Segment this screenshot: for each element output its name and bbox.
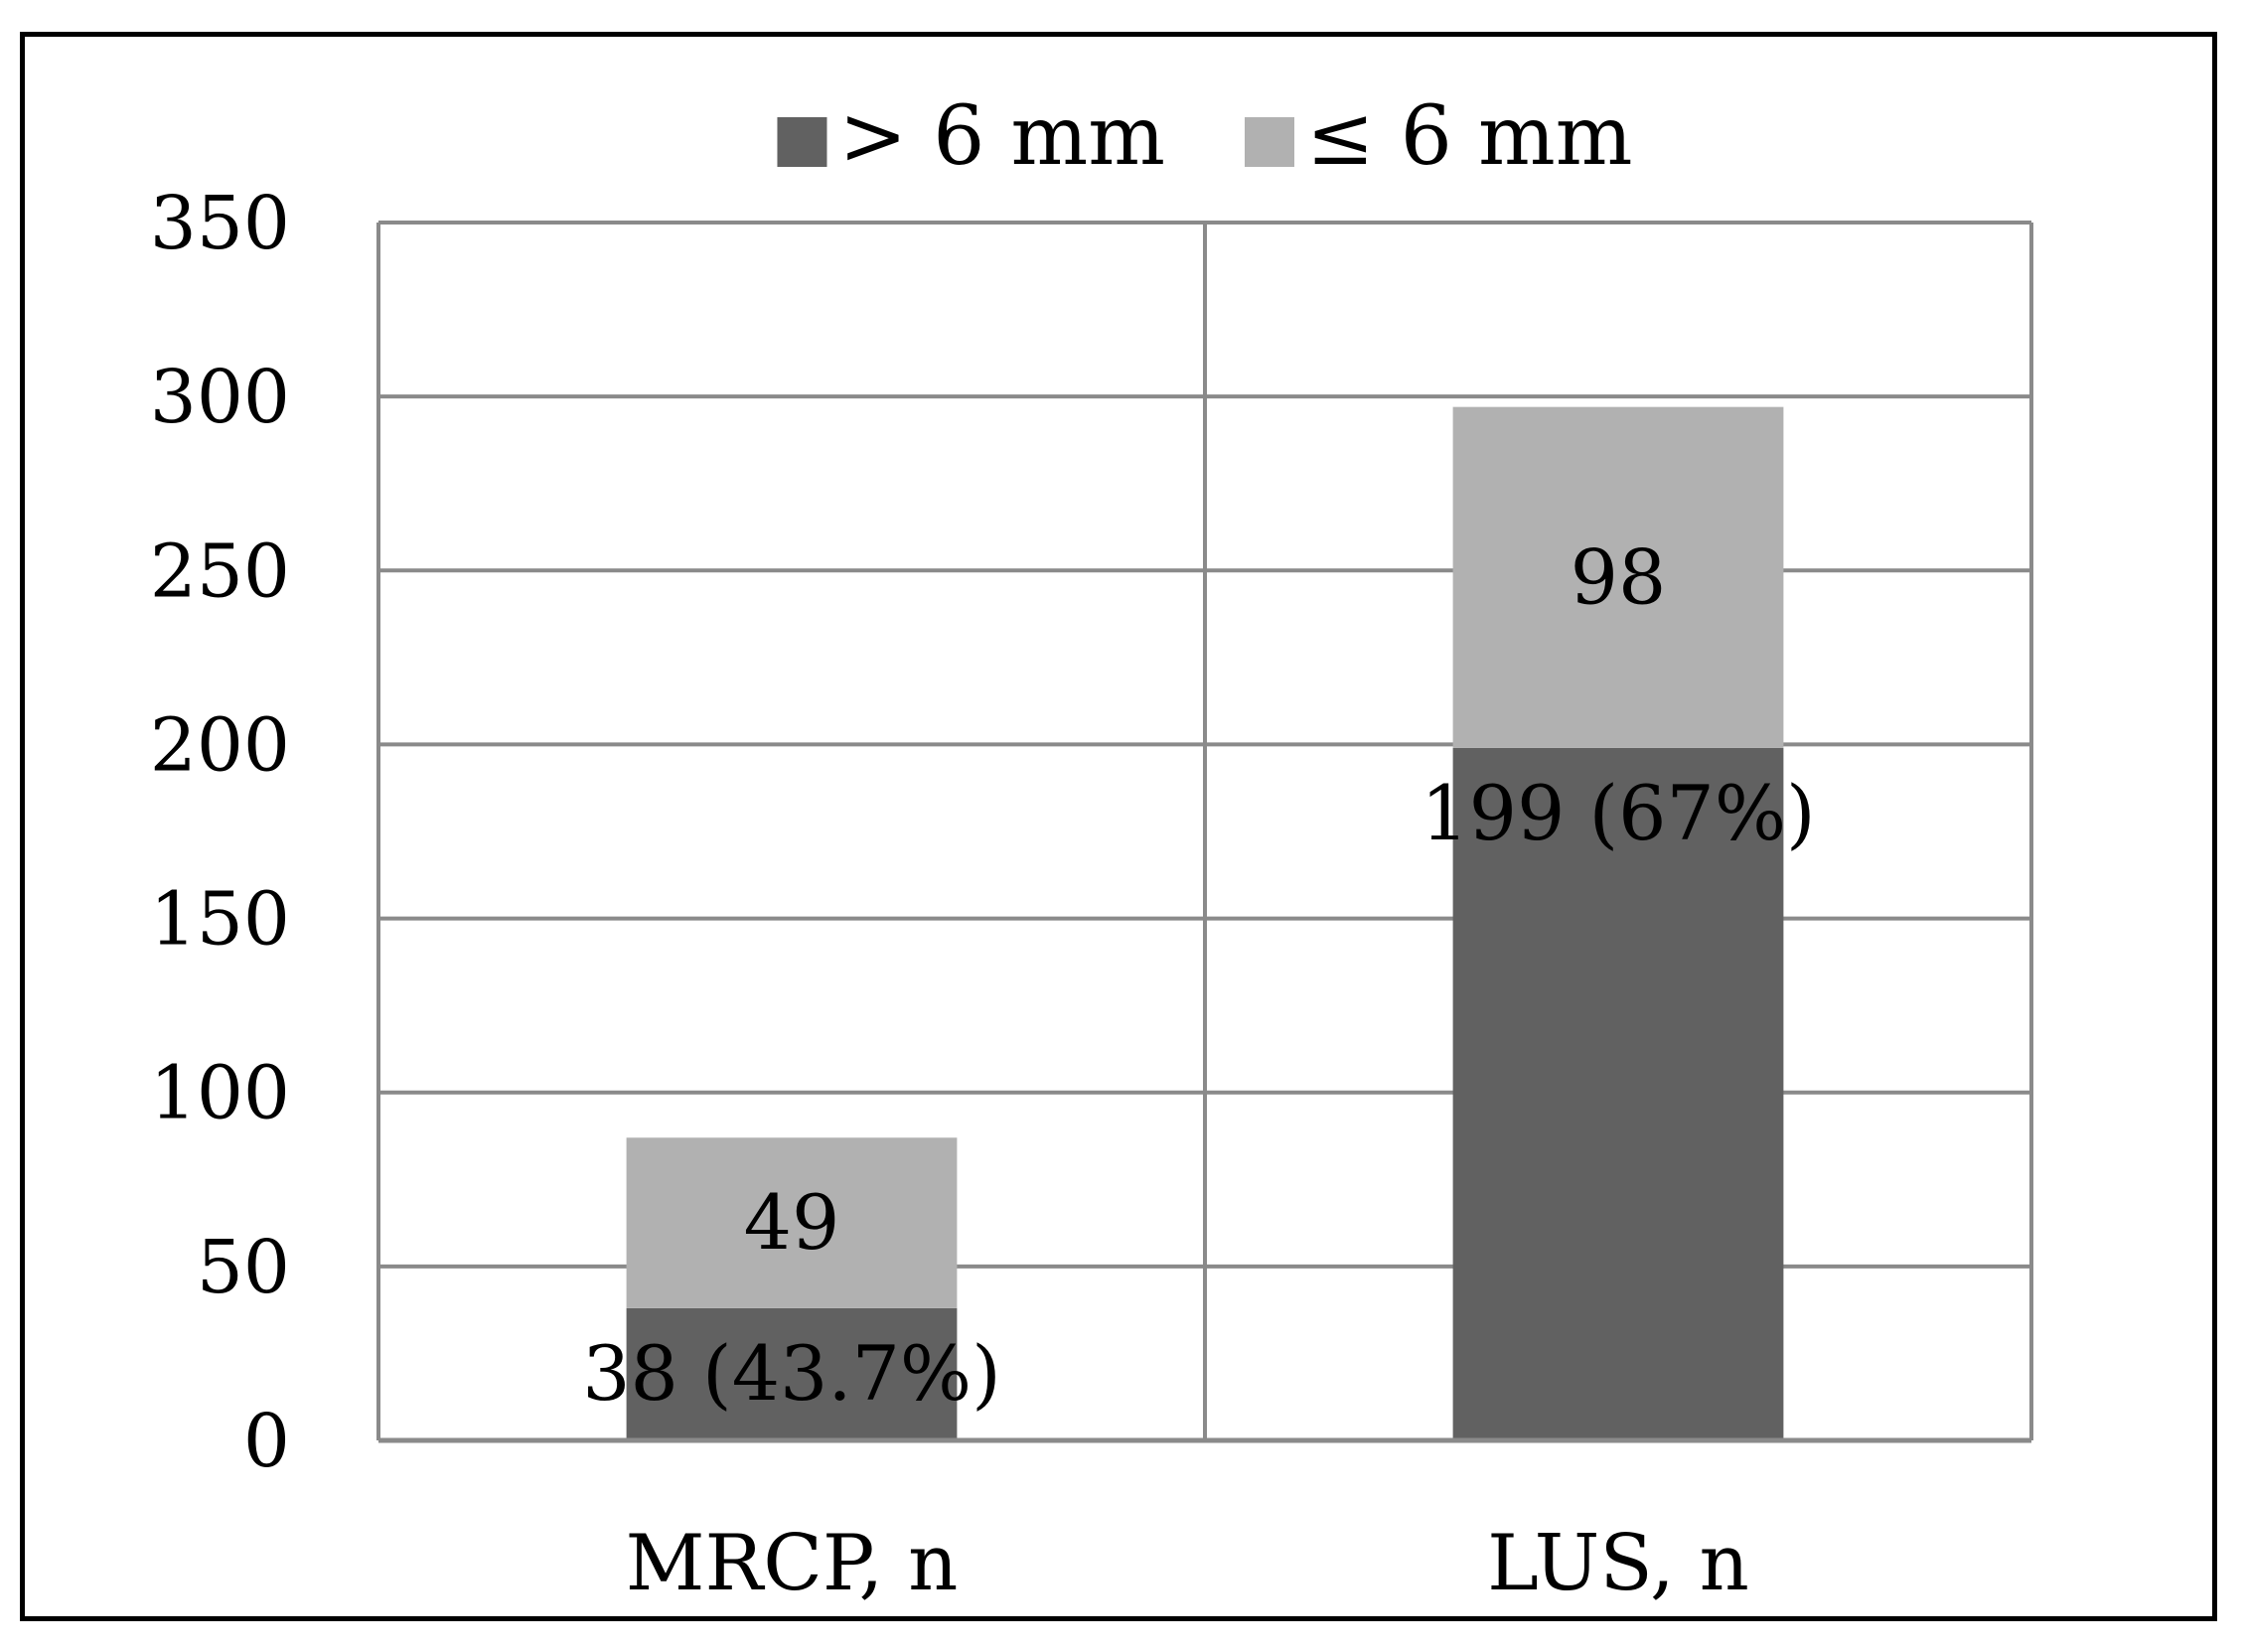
legend-item: > 6 mm (777, 89, 1165, 184)
y-tick-label: 100 (150, 1051, 290, 1136)
y-tick-label: 200 (150, 702, 290, 788)
legend-label: > 6 mm (838, 89, 1165, 184)
bar-segment (1452, 747, 1784, 1440)
y-tick-label: 300 (150, 355, 290, 440)
x-tick-label: MRCP, n (626, 1519, 959, 1608)
bars (626, 406, 1784, 1440)
legend-item: ≤ 6 mm (1245, 89, 1633, 184)
legend-swatch (1245, 117, 1294, 167)
chart-frame (20, 32, 2217, 1621)
bar-segment (626, 1137, 958, 1308)
legend-swatch (777, 117, 827, 167)
bar-segment (626, 1307, 958, 1440)
y-tick-label: 0 (243, 1399, 290, 1484)
legend-label: ≤ 6 mm (1306, 89, 1633, 184)
data-label: 38 (43.7%) (582, 1329, 1001, 1418)
labels: 0 50 100 150 200 250 300 350 38 (43.7%) 49 199 (67… (150, 181, 1816, 1608)
data-label: 199 (67%) (1421, 769, 1815, 857)
data-label: 49 (744, 1178, 840, 1267)
y-tick-label: 50 (197, 1225, 290, 1310)
y-tick-label: 150 (150, 877, 290, 963)
y-tick-label: 250 (150, 528, 290, 614)
bar-segment (1452, 406, 1784, 748)
data-label: 98 (1571, 532, 1667, 621)
y-tick-label: 350 (150, 181, 290, 266)
x-tick-label: LUS, n (1487, 1519, 1749, 1608)
legend: > 6 mm ≤ 6 mm (777, 89, 1633, 184)
